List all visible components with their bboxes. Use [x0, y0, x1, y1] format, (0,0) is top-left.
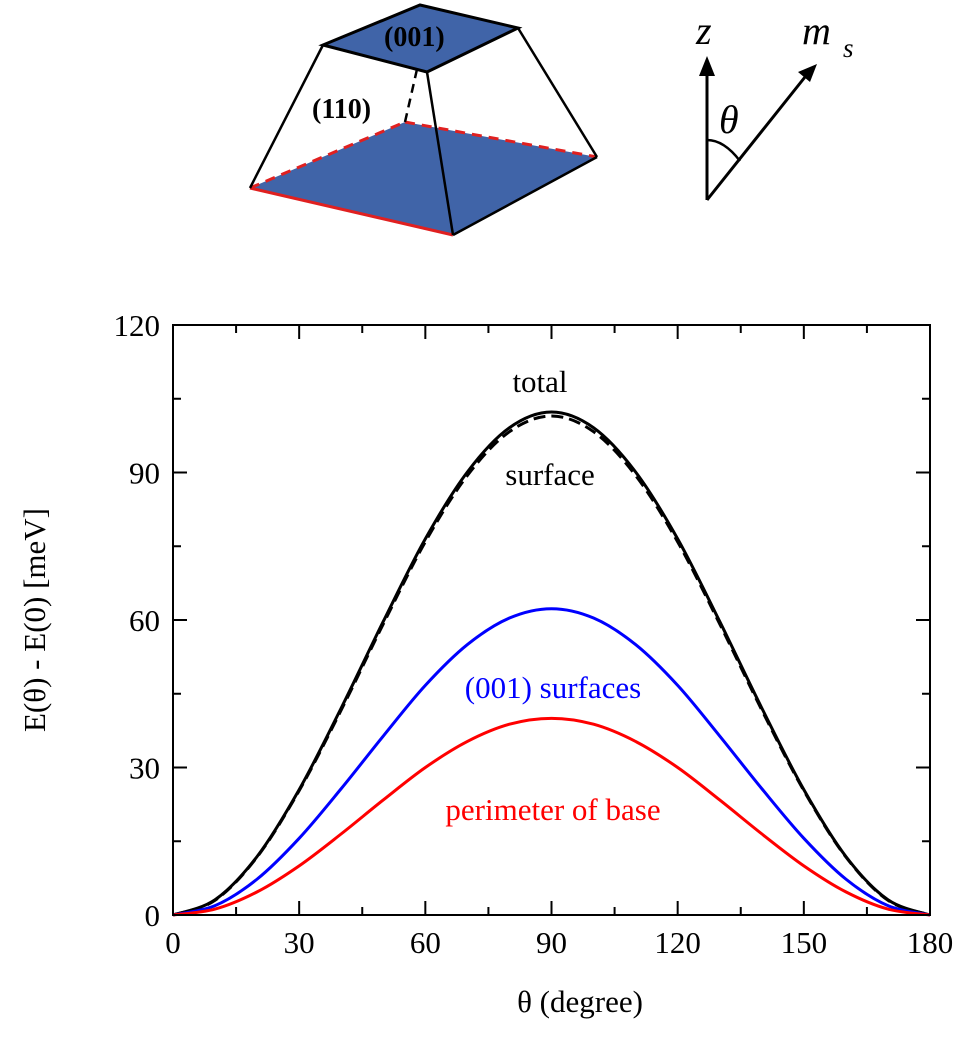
m-vector-arrow	[705, 76, 807, 201]
x-tick-label-60: 60	[410, 925, 441, 960]
plot-series	[172, 410, 931, 917]
ticks	[172, 324, 931, 916]
y-tick-label-60: 60	[129, 603, 160, 638]
z-label: z	[695, 8, 712, 53]
base-front-edge-right	[452, 155, 598, 237]
base-back-edge-left	[249, 120, 406, 190]
pyramid-diagram: (001) (110)	[248, 3, 599, 237]
x-tick-label-120: 120	[654, 925, 701, 960]
annotation-001-surfaces: (001) surfaces	[465, 670, 641, 705]
x-tick-label-30: 30	[284, 925, 315, 960]
series-line-3	[172, 716, 931, 917]
series-line-2	[172, 607, 931, 917]
y-tick-label-30: 30	[129, 751, 160, 786]
x-tick-label-90: 90	[536, 925, 567, 960]
angle-arc	[706, 138, 741, 162]
y-tick-label-0: 0	[145, 898, 161, 933]
z-arrow-head	[699, 56, 715, 76]
base-facet	[250, 122, 597, 235]
x-axis-title: θ (degree)	[517, 984, 643, 1019]
x-tick-label-150: 150	[781, 925, 828, 960]
side-edge-left	[248, 44, 325, 189]
annotation-perimeter: perimeter of base	[445, 792, 660, 827]
x-tick-label-0: 0	[165, 925, 181, 960]
series-line-1	[172, 414, 931, 917]
annotation-total: total	[512, 364, 567, 399]
x-tick-label-180: 180	[907, 925, 954, 960]
side-facet-label: (110)	[312, 94, 371, 125]
top-facet-label: (001)	[384, 22, 445, 53]
y-tick-label-120: 120	[114, 308, 161, 343]
hidden-back-edge	[403, 55, 422, 123]
m-subscript: s	[843, 33, 854, 63]
side-edge-front	[425, 71, 455, 236]
y-tick-label-90: 90	[129, 456, 160, 491]
side-edge-right	[516, 27, 599, 158]
m-label: m	[802, 8, 831, 53]
theta-label: θ	[719, 97, 739, 142]
m-arrow-head	[798, 64, 817, 82]
y-axis-title: E(θ) - E(0) [meV]	[17, 508, 52, 732]
tick-labels: 0 30 60 90 120 150 180 0 30 60 90 120	[114, 308, 954, 960]
base-back-edge-right	[404, 120, 598, 159]
chart: 0 30 60 90 120 150 180 0 30 60 90 120 θ (degree) E(…	[17, 308, 953, 1019]
annotation-surface: surface	[505, 457, 595, 492]
angle-diagram: z m s θ	[695, 8, 854, 201]
base-front-edge-left	[249, 186, 454, 237]
